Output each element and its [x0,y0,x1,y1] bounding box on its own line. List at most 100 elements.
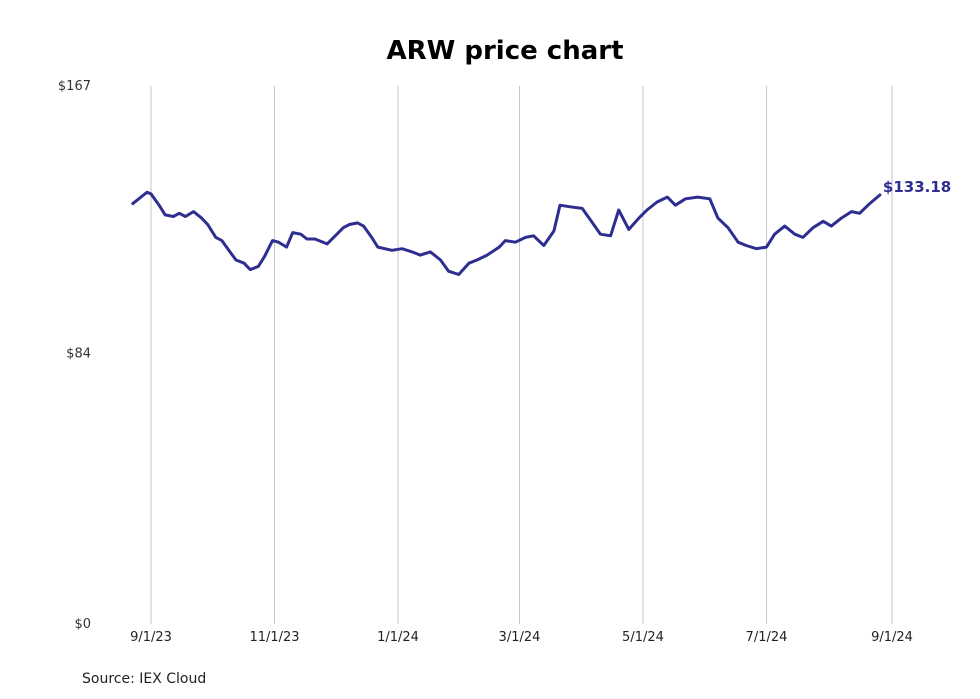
data-point [542,244,545,247]
data-point [141,194,145,197]
data-point [228,250,232,254]
data-point [532,234,535,237]
data-point [599,233,602,236]
data-point [178,212,181,215]
data-point [684,197,687,200]
x-tick-label: 9/1/24 [871,630,913,645]
x-axis: 9/1/23 11/1/23 1/1/24 3/1/24 5/1/24 7/1/24 9/1… [130,630,913,645]
y-tick-label: $84 [66,346,91,361]
data-point [220,239,224,242]
data-point [362,224,365,228]
data-point [439,258,442,262]
data-point [305,237,309,241]
data-point [858,212,861,215]
x-tick-label: 5/1/24 [622,630,664,645]
data-point [822,220,825,223]
data-point [716,216,720,220]
data-point [609,234,612,237]
data-point [214,236,217,239]
data-point [390,249,394,252]
data-point [164,213,167,217]
data-point [726,226,730,229]
data-point [524,236,527,239]
data-point [745,244,748,247]
data-point [552,229,556,233]
source-note: Source: IEX Cloud [82,671,206,687]
data-point [811,226,815,229]
data-point [334,234,337,237]
data-point [145,191,149,194]
data-point [840,216,843,220]
data-point [655,200,659,204]
data-point [135,199,138,202]
data-point [708,197,711,200]
data-point [149,192,153,196]
data-point [783,224,786,228]
data-point [736,241,740,244]
grid-lines [150,86,893,624]
data-point [447,270,450,273]
data-point [356,221,359,225]
data-point [342,226,345,229]
data-point [200,216,203,220]
y-tick-label: $0 [74,617,91,632]
data-point [277,241,280,244]
data-point [419,253,422,257]
x-tick-label: 11/1/23 [249,630,299,645]
data-point [467,262,471,265]
data-point [485,253,489,257]
x-tick-label: 9/1/23 [130,630,172,645]
data-point [475,258,479,262]
data-point [514,241,517,244]
data-point [696,195,699,199]
x-tick-label: 1/1/24 [377,630,419,645]
data-point [589,218,592,221]
data-point [498,245,501,249]
data-point [234,258,238,262]
data-point [793,233,796,236]
data-point [376,245,379,249]
data-point [325,242,329,246]
y-axis: $0 $84 $167 [58,79,91,632]
data-point [411,250,414,254]
data-point [617,208,620,212]
data-point [157,204,161,207]
data-point [257,265,260,268]
data-point [850,210,853,213]
x-tick-label: 7/1/24 [746,630,788,645]
data-point [765,245,768,249]
data-point [192,210,195,213]
data-point [348,223,351,226]
data-point [285,245,288,249]
data-point [184,215,187,218]
data-point [400,247,404,250]
data-point [291,231,294,234]
data-point [637,216,641,220]
data-point [504,239,507,242]
data-point [645,208,649,212]
data-point [313,237,317,241]
data-point [457,273,460,276]
data-point [868,202,871,205]
data-point [249,268,252,271]
chart-title: ARW price chart [386,36,623,66]
data-point [830,224,833,228]
data-point [755,247,758,250]
data-point [581,207,584,210]
data-point [878,193,882,197]
data-point [131,202,134,205]
data-point [627,228,630,231]
data-point [773,233,776,236]
data-point [674,204,677,207]
data-point [242,262,246,265]
last-value-label: $133.18 [883,178,951,196]
data-point [206,223,209,226]
data-point [429,250,432,254]
data-point [271,239,274,242]
data-point [370,236,373,239]
data-point [299,233,302,236]
price-line [131,190,882,276]
data-point [172,215,175,218]
